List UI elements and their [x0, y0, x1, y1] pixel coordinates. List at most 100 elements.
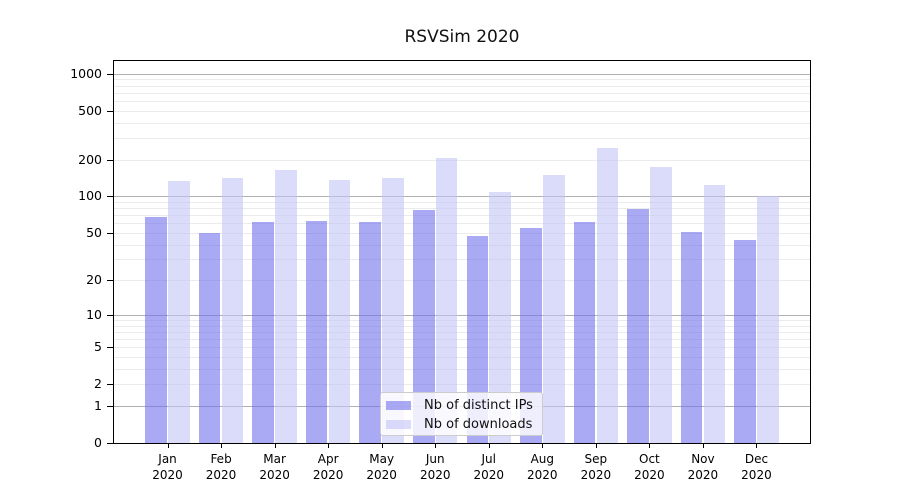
x-tick — [595, 444, 597, 448]
y-gridline-minor — [114, 159, 810, 161]
bar-downloads — [435, 157, 458, 443]
x-tick-label: Aug 2020 — [515, 452, 569, 483]
legend-swatch-distinct-ips — [386, 401, 411, 410]
bar-downloads — [489, 191, 511, 443]
bar-distinct-ips — [627, 209, 649, 443]
y-gridline-major — [114, 73, 810, 75]
bar-distinct-ips — [359, 222, 381, 443]
y-gridline-minor — [114, 347, 810, 349]
x-tick-label-line: 2020 — [205, 467, 237, 482]
x-tick-label-line: Dec — [744, 452, 769, 466]
y-gridline-major — [114, 314, 810, 316]
plot-content — [114, 61, 810, 443]
bar-downloads — [543, 174, 565, 443]
y-tick-label: 500 — [78, 102, 102, 118]
x-tick-label-line: Oct — [639, 452, 660, 466]
x-tick — [328, 444, 330, 448]
y-gridline-minor — [114, 244, 810, 246]
x-tick — [702, 444, 704, 448]
x-tick-label-line: Aug — [530, 452, 555, 466]
y-gridline-minor — [114, 85, 810, 87]
y-tick-label: 1000 — [70, 65, 102, 81]
x-tick-label-line: Jul — [481, 452, 496, 466]
y-gridline-minor — [114, 122, 810, 124]
y-gridline-minor — [114, 100, 810, 102]
y-gridline-minor — [114, 338, 810, 340]
x-tick-label: Feb 2020 — [194, 452, 248, 483]
x-tick — [756, 444, 758, 448]
x-tick — [381, 444, 383, 448]
bar-downloads — [703, 185, 726, 443]
y-tick-label: 200 — [78, 151, 102, 167]
x-tick-label-line: 2020 — [473, 467, 505, 482]
x-tick-label: Jun 2020 — [408, 452, 462, 483]
y-gridline-minor — [114, 201, 810, 203]
x-tick-label-line: 2020 — [527, 467, 558, 482]
y-tick-label: 50 — [86, 224, 102, 240]
x-tick — [167, 444, 169, 448]
legend-item-downloads: Nb of downloads — [381, 415, 542, 434]
bar-downloads — [757, 195, 779, 443]
y-gridline-minor — [114, 92, 810, 94]
bar-distinct-ips — [145, 217, 167, 443]
chart-title: RSVSim 2020 — [404, 27, 520, 47]
y-gridline-minor — [114, 208, 810, 210]
y-gridline-minor — [114, 280, 810, 282]
x-tick-label-line: 2020 — [580, 467, 612, 482]
bar-downloads — [168, 180, 190, 443]
bar-distinct-ips — [198, 232, 221, 443]
x-tick-label: Oct 2020 — [622, 452, 676, 483]
bar-distinct-ips — [305, 220, 328, 443]
x-tick-label: Dec 2020 — [729, 452, 783, 483]
x-tick — [221, 444, 223, 448]
x-tick-label: Nov 2020 — [676, 452, 730, 483]
y-gridline-minor — [114, 259, 810, 261]
x-tick-label-line: 2020 — [259, 467, 290, 482]
y-tick-label: 20 — [86, 272, 102, 288]
y-gridline-minor — [114, 215, 810, 217]
bar-distinct-ips — [573, 222, 596, 443]
x-tick-label-line: 2020 — [366, 467, 397, 482]
y-tick-label: 100 — [78, 188, 102, 204]
bar-downloads — [650, 167, 672, 443]
bar-downloads — [382, 178, 404, 443]
x-tick-label: Apr 2020 — [301, 452, 355, 483]
y-tick-label: 5 — [94, 339, 102, 355]
bar-distinct-ips — [413, 210, 435, 443]
y-gridline-minor — [114, 319, 810, 321]
x-tick-label: Sep 2020 — [569, 452, 623, 483]
x-tick-label-line: 2020 — [312, 467, 344, 482]
bar-distinct-ips — [680, 231, 703, 443]
x-tick-label-line: Nov — [691, 452, 715, 466]
y-gridline-minor — [114, 232, 810, 234]
y-gridline-major — [114, 196, 810, 198]
x-tick-label-line: 2020 — [634, 467, 665, 482]
y-gridline-minor — [114, 325, 810, 327]
x-tick-label-line: 2020 — [152, 467, 183, 482]
legend: Nb of distinct IPs Nb of downloads — [380, 392, 543, 436]
x-tick-label-line: Feb — [210, 452, 232, 466]
y-gridline-minor — [114, 331, 810, 333]
x-tick — [649, 444, 651, 448]
x-tick — [435, 444, 437, 448]
y-gridline-minor — [114, 223, 810, 225]
plot-area: Nb of distinct IPs Nb of downloads — [113, 60, 811, 444]
x-tick-label-line: May — [369, 452, 395, 466]
x-tick-label-line: 2020 — [687, 467, 719, 482]
legend-item-distinct-ips: Nb of distinct IPs — [381, 396, 542, 415]
x-tick-label-line: 2020 — [419, 467, 451, 482]
y-tick-label: 2 — [94, 376, 102, 392]
bar-distinct-ips — [734, 239, 756, 443]
x-tick-label-line: Apr — [317, 452, 339, 466]
bar-distinct-ips — [466, 236, 489, 443]
x-tick — [488, 444, 490, 448]
y-gridline-minor — [114, 368, 810, 370]
x-tick-label-line: 2020 — [741, 467, 772, 482]
bar-distinct-ips — [252, 222, 274, 443]
y-tick-label: 1 — [94, 397, 102, 413]
x-tick-label-line: Jan — [158, 452, 177, 466]
bar-downloads — [596, 147, 619, 443]
x-tick-label: Mar 2020 — [248, 452, 302, 483]
y-gridline-minor — [114, 356, 810, 358]
x-tick-label-line: Mar — [263, 452, 286, 466]
